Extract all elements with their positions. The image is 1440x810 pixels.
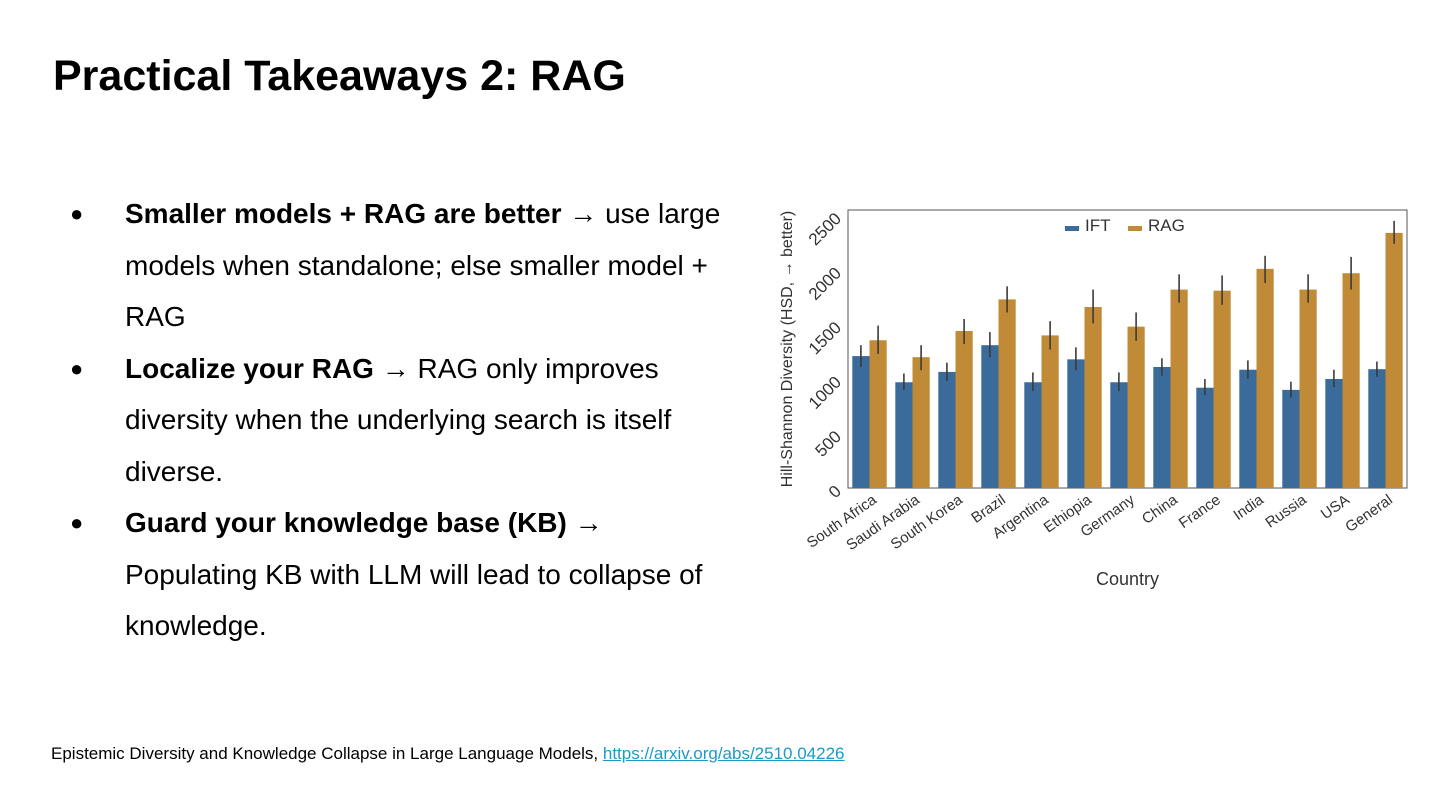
bar-ift [1368,369,1386,488]
citation-link[interactable]: https://arxiv.org/abs/2510.04226 [602,744,845,763]
takeaway-item: ● Localize your RAG → RAG only improves … [70,343,730,498]
y-tick-label: 500 [812,427,845,460]
x-tick-label: China [1139,491,1181,528]
takeaway-item: ● Smaller models + RAG are better → use … [70,188,730,343]
takeaway-heading: Guard your knowledge base (KB) [125,507,567,538]
takeaway-list: ● Smaller models + RAG are better → use … [70,188,730,652]
bar-rag [1342,273,1360,488]
bar-ift [1196,387,1214,488]
bar-rag [869,340,887,488]
bar-ift [981,345,999,488]
bar-rag [998,299,1016,488]
takeaway-heading: Smaller models + RAG are better [125,198,562,229]
x-tick-label: India [1230,491,1267,524]
legend-label-ift: IFT [1085,216,1111,235]
y-tick-label: 2500 [805,209,845,249]
takeaway-text: → use large models when standalone; else… [125,198,721,332]
takeaway-text: → RAG only improves diversity when the u… [125,352,672,487]
bar-ift [1024,382,1042,488]
bar-rag [1084,307,1102,488]
bar-ift [1282,389,1300,488]
takeaway-item: ● Guard your knowledge base (KB) → Popul… [70,497,730,652]
y-tick-label: 2000 [805,264,845,304]
bar-ift [1153,366,1171,488]
y-tick-label: 1500 [805,318,845,358]
takeaway-text: → Populating KB with LLM will lead to co… [125,507,703,641]
takeaway-heading: Localize your RAG [125,352,374,384]
bar-ift [1110,382,1128,488]
slide-title: Practical Takeaways 2: RAG [53,52,626,100]
bar-ift [1067,359,1085,488]
bullet-icon: ● [70,510,84,535]
bar-rag [1170,289,1188,488]
bar-ift [938,371,956,488]
citation-text: Epistemic Diversity and Knowledge Collap… [51,744,603,763]
legend-label-rag: RAG [1148,216,1185,235]
bar-rag [1041,335,1059,488]
legend-swatch-ift [1065,226,1079,231]
bar-ift [895,382,913,488]
bar-rag [1385,232,1403,488]
bar-rag [1299,289,1317,488]
bar-ift [1239,369,1257,488]
x-tick-label: France [1176,491,1224,532]
bullet-icon: ● [70,355,84,381]
bar-rag [1256,268,1274,488]
citation-footer: Epistemic Diversity and Knowledge Collap… [51,744,845,764]
bar-rag [1213,290,1231,488]
x-tick-label: General [1342,491,1395,536]
y-axis-label: Hill-Shannon Diversity (HSD, → better) [779,211,796,488]
bar-rag [1127,326,1145,488]
x-tick-label: Russia [1262,491,1310,532]
y-tick-label: 0 [825,482,845,502]
x-axis-label: Country [1096,569,1159,589]
legend-swatch-rag [1128,226,1142,231]
bullet-icon: ● [70,201,84,226]
y-tick-label: 1000 [805,373,845,413]
bar-ift [852,356,870,488]
bar-rag [912,357,930,488]
hsd-bar-chart: 0 500 1000 1500 2000 2500 Hill-Shannon Diversi… [779,209,1408,589]
bar-rag [955,331,973,488]
bar-ift [1325,378,1343,488]
